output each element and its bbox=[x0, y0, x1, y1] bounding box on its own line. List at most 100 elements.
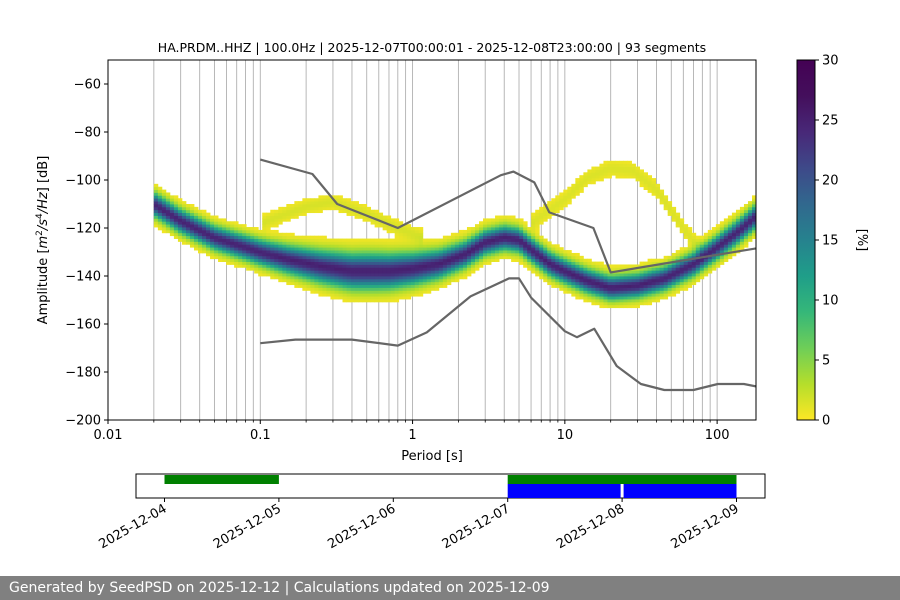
density-cell bbox=[607, 299, 612, 303]
noise-model-lines bbox=[260, 158, 756, 392]
density-cell bbox=[474, 227, 480, 231]
density-cell bbox=[386, 273, 392, 277]
density-cell bbox=[687, 261, 693, 265]
density-cell bbox=[366, 212, 372, 216]
density-cell bbox=[382, 293, 388, 297]
density-cell bbox=[410, 241, 416, 245]
density-cell bbox=[398, 267, 404, 271]
density-cell bbox=[286, 255, 291, 260]
density-cell bbox=[354, 273, 359, 277]
density-cell bbox=[591, 284, 596, 288]
density-cell bbox=[643, 172, 649, 176]
density-cell bbox=[266, 273, 271, 277]
density-cell bbox=[326, 284, 331, 288]
density-cell bbox=[454, 250, 460, 254]
density-cell bbox=[691, 267, 697, 271]
density-cell bbox=[587, 287, 592, 291]
density-cell bbox=[334, 273, 339, 277]
density-cell bbox=[707, 247, 713, 251]
density-cell bbox=[639, 278, 644, 283]
density-cell bbox=[539, 264, 544, 268]
density-cell bbox=[206, 218, 211, 222]
density-cell bbox=[258, 255, 263, 260]
density-cell bbox=[206, 212, 211, 216]
density-cell bbox=[595, 166, 600, 170]
density-cell bbox=[523, 238, 528, 242]
density-cell bbox=[491, 241, 496, 245]
density-cell bbox=[173, 206, 179, 211]
density-cell bbox=[699, 241, 705, 245]
density-cell bbox=[659, 267, 665, 271]
density-cell bbox=[559, 287, 564, 291]
density-cell bbox=[262, 252, 267, 257]
density-cell bbox=[651, 258, 657, 262]
density-cell bbox=[161, 224, 167, 228]
density-cell bbox=[370, 247, 376, 251]
density-cell bbox=[198, 209, 203, 214]
density-cell bbox=[286, 209, 291, 214]
density-cell bbox=[354, 278, 359, 283]
density-cell bbox=[274, 258, 279, 262]
density-cell bbox=[567, 192, 572, 196]
density-cell bbox=[181, 241, 187, 245]
density-cell bbox=[559, 281, 564, 286]
density-cell bbox=[282, 255, 287, 260]
density-cell bbox=[326, 293, 331, 297]
density-cell bbox=[470, 238, 476, 242]
density-cell bbox=[470, 252, 476, 257]
density-cell bbox=[226, 232, 231, 237]
density-cell bbox=[583, 267, 588, 271]
density-cell bbox=[422, 264, 428, 268]
density-cell bbox=[547, 264, 552, 268]
density-cell bbox=[378, 264, 384, 268]
density-cell bbox=[647, 175, 653, 179]
density-cell bbox=[579, 258, 584, 262]
density-cell bbox=[390, 284, 396, 288]
density-cell bbox=[250, 244, 255, 248]
density-cell bbox=[350, 261, 355, 265]
density-cell bbox=[719, 261, 725, 265]
density-cell bbox=[157, 189, 163, 193]
density-cell bbox=[210, 227, 215, 231]
density-cell bbox=[543, 212, 548, 216]
density-cell bbox=[719, 224, 725, 228]
density-cell bbox=[703, 238, 709, 242]
density-cell bbox=[210, 221, 215, 225]
density-cell bbox=[631, 163, 636, 167]
density-cell bbox=[286, 250, 291, 254]
density-cell bbox=[326, 244, 331, 248]
density-cell bbox=[503, 218, 508, 222]
density-cell bbox=[362, 218, 367, 222]
density-cell bbox=[507, 241, 512, 245]
density-cell bbox=[715, 227, 721, 231]
density-cell bbox=[422, 281, 428, 286]
density-cell bbox=[454, 264, 460, 268]
density-cell bbox=[623, 304, 628, 309]
density-cell bbox=[539, 209, 544, 214]
density-cell bbox=[206, 221, 211, 225]
density-cell bbox=[398, 270, 404, 274]
density-cell bbox=[189, 235, 195, 239]
density-cell bbox=[563, 261, 568, 265]
density-cell bbox=[246, 267, 251, 271]
density-cell bbox=[406, 224, 412, 228]
density-cell bbox=[165, 192, 171, 196]
density-cell bbox=[386, 218, 392, 222]
density-cell bbox=[310, 255, 315, 260]
density-cell bbox=[338, 252, 343, 257]
density-cell bbox=[246, 227, 251, 231]
density-cell bbox=[418, 281, 424, 286]
density-cell bbox=[667, 201, 673, 205]
density-cell bbox=[294, 209, 299, 214]
density-cell bbox=[699, 273, 705, 277]
density-cell bbox=[402, 247, 408, 251]
density-cell bbox=[294, 284, 299, 288]
density-cell bbox=[214, 215, 219, 219]
density-cell bbox=[627, 270, 632, 274]
density-cell bbox=[177, 218, 183, 222]
density-cell bbox=[330, 284, 335, 288]
density-cell bbox=[350, 273, 355, 277]
density-cell bbox=[378, 258, 384, 262]
density-cell bbox=[555, 261, 560, 265]
density-cell bbox=[402, 287, 408, 291]
